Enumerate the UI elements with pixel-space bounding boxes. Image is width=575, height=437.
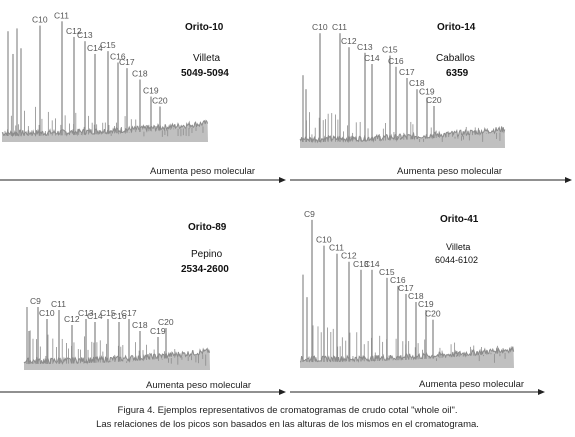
panel-title: Orito-10 [185,22,224,33]
peak-label-c12: C12 [64,314,80,324]
peak-label-c13: C13 [78,308,94,318]
chromatogram-trace [300,219,515,368]
formation-label: Pepino [191,249,223,260]
peak-label-c12: C12 [341,251,357,261]
peak-label-c17: C17 [119,57,135,67]
x-axis-arrow [279,177,286,183]
peak-label-c20: C20 [426,95,442,105]
panel-title: Orito-89 [188,222,227,233]
panel-title: Orito-14 [437,22,476,33]
peak-label-c17: C17 [121,308,137,318]
peak-label-c10: C10 [32,15,48,25]
peak-label-c15: C15 [379,267,395,277]
peak-label-c18: C18 [132,69,148,79]
baseline-fill [24,348,210,370]
peak-label-c15: C15 [100,40,116,50]
depth-label: 6359 [446,68,469,79]
peak-label-c12: C12 [341,36,357,46]
peak-label-c12: C12 [66,26,82,36]
peak-label-c20: C20 [152,96,168,106]
peak-label-c11: C11 [54,10,69,20]
depth-label: 2534-2600 [181,264,229,275]
peak-label-c19: C19 [418,299,434,309]
peak-label-c16: C16 [388,56,404,66]
peak-label-c20: C20 [425,309,441,319]
peak-label-c11: C11 [329,243,344,253]
peak-label-c15: C15 [100,308,116,318]
peak-label-c13: C13 [77,30,93,40]
peak-label-c18: C18 [409,78,425,88]
peak-label-c16: C16 [111,311,127,321]
peak-label-c13: C13 [357,42,373,52]
peak-label-c10: C10 [312,22,328,32]
peak-label-c18: C18 [408,291,424,301]
peak-label-c17: C17 [398,283,414,293]
baseline-fill [300,346,514,368]
peak-label-c9: C9 [304,209,315,219]
chromatogram-trace [23,307,211,370]
peak-label-c20: C20 [158,317,174,327]
peak-label-c11: C11 [332,22,347,32]
peak-label-c9: C9 [30,296,41,306]
x-axis-label: Aumenta peso molecular [146,380,251,391]
baseline-fill [2,120,208,142]
peak-label-c16: C16 [390,275,406,285]
formation-label: Villeta [193,53,220,64]
x-axis-arrow [565,177,572,183]
peak-label-c14: C14 [87,43,103,53]
peak-label-c17: C17 [399,67,415,77]
chromatogram-trace [1,21,209,142]
figure-caption-line-2: Las relaciones de los picos son basados … [96,419,479,430]
peak-label-c19: C19 [150,326,166,336]
peak-label-c14: C14 [364,259,380,269]
x-axis-label: Aumenta peso molecular [419,379,524,390]
x-axis-arrow [279,389,286,395]
peak-label-c16: C16 [110,51,126,61]
depth-label: 5049-5094 [181,68,229,79]
peak-label-c11: C11 [51,299,66,309]
panel-title: Orito-41 [440,214,479,225]
peak-label-c19: C19 [143,86,159,96]
peak-label-c18: C18 [132,320,148,330]
depth-label: 6044-6102 [435,255,478,265]
peak-label-c14: C14 [364,53,380,63]
x-axis-label: Aumenta peso molecular [150,166,255,177]
baseline-fill [300,126,505,148]
formation-label: Villeta [446,242,470,252]
peak-label-c10: C10 [316,235,332,245]
peak-label-c19: C19 [419,87,435,97]
x-axis-arrow [538,389,545,395]
peak-label-c13: C13 [353,259,369,269]
peak-label-c14: C14 [87,311,103,321]
peak-label-c15: C15 [382,45,398,55]
x-axis-label: Aumenta peso molecular [397,166,502,177]
chromatogram-trace [299,33,506,148]
peak-label-c10: C10 [39,308,55,318]
formation-label: Caballos [436,53,475,64]
figure-caption-line-1: Figura 4. Ejemplos representativos de cr… [117,405,458,416]
